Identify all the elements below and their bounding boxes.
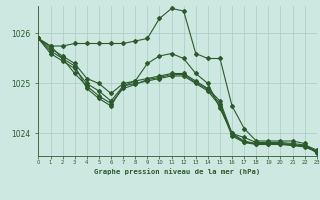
X-axis label: Graphe pression niveau de la mer (hPa): Graphe pression niveau de la mer (hPa) <box>94 168 261 175</box>
